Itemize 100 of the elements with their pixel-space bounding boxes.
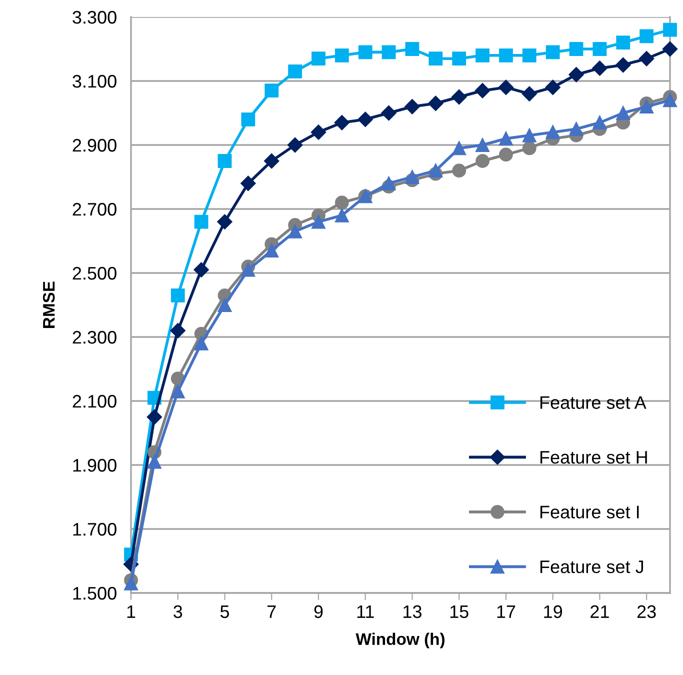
x-tick-label: 3 (174, 605, 182, 618)
point (522, 86, 537, 102)
y-axis-title: RMSE (42, 282, 55, 328)
point (663, 93, 677, 108)
point (569, 42, 584, 56)
y-tick-label: 3.100 (72, 74, 116, 88)
point (310, 124, 326, 140)
point (194, 336, 208, 350)
point (546, 125, 560, 140)
y-tick-label: 1.500 (73, 586, 116, 600)
point (334, 48, 349, 62)
point (522, 128, 536, 142)
point (569, 122, 584, 136)
point (288, 224, 302, 238)
point (592, 60, 608, 76)
point (568, 67, 584, 82)
point (241, 112, 256, 126)
point (522, 48, 536, 62)
point (170, 384, 185, 398)
point (452, 89, 467, 105)
point (288, 64, 302, 78)
point (170, 288, 185, 302)
x-tick-label: 5 (220, 605, 230, 618)
point (194, 214, 208, 229)
point (264, 153, 280, 169)
point (546, 45, 560, 60)
point (381, 105, 396, 121)
point (124, 576, 138, 590)
legend-label: Feature set A (540, 396, 646, 409)
point (147, 454, 162, 469)
legend-label: Feature set I (540, 506, 639, 518)
point (334, 196, 349, 210)
legend-label: Feature set H (540, 451, 647, 464)
point (522, 141, 536, 156)
x-tick-label: 19 (544, 605, 562, 618)
point (638, 51, 654, 66)
x-tick-label: 1 (127, 605, 136, 618)
point (499, 48, 513, 62)
x-tick-label: 17 (497, 605, 516, 618)
point (452, 164, 466, 178)
y-tick-label: 1.700 (73, 522, 116, 536)
x-tick-label: 13 (404, 605, 422, 618)
y-tick-label: 2.900 (72, 138, 116, 152)
y-tick-label: 1.900 (73, 458, 116, 472)
point (170, 323, 186, 338)
point (217, 214, 232, 230)
point (545, 80, 560, 95)
point (476, 154, 490, 168)
y-tick-label: 2.700 (72, 202, 116, 216)
x-tick-label: 7 (268, 605, 276, 618)
point (287, 137, 303, 153)
point (312, 52, 326, 66)
point (428, 96, 444, 111)
point (616, 106, 630, 120)
point (640, 100, 654, 114)
point (240, 176, 256, 191)
point (452, 52, 466, 66)
point (358, 45, 372, 60)
y-tick-label: 2.100 (72, 394, 116, 408)
point (616, 57, 631, 73)
x-axis-title: Window (h) (356, 632, 444, 648)
point (476, 138, 490, 152)
point (218, 298, 232, 312)
point (264, 244, 279, 258)
point (405, 42, 420, 56)
point (640, 29, 654, 44)
point (405, 170, 420, 184)
x-tick-label: 15 (450, 605, 468, 618)
y-tick-label: 2.300 (72, 330, 116, 344)
point (428, 52, 443, 66)
point (312, 214, 326, 229)
point (662, 41, 678, 57)
point (592, 42, 607, 56)
point (499, 148, 513, 162)
point (146, 409, 162, 425)
point (241, 262, 256, 277)
point (499, 132, 513, 146)
point (404, 99, 420, 114)
point (382, 45, 396, 60)
point (334, 208, 349, 222)
point (498, 80, 514, 95)
point (194, 262, 209, 278)
point (358, 112, 373, 127)
point (334, 115, 350, 130)
point (382, 176, 396, 190)
point (264, 84, 279, 98)
point (474, 83, 490, 98)
legend-label: Feature set J (540, 560, 644, 574)
y-tick-label: 3.300 (72, 10, 116, 24)
y-tick-label: 2.500 (72, 266, 116, 280)
point (592, 116, 607, 130)
x-tick-label: 9 (314, 605, 323, 618)
point (616, 36, 630, 50)
x-tick-label: 21 (590, 605, 609, 618)
point (452, 141, 466, 156)
point (218, 154, 232, 168)
point (428, 164, 443, 178)
x-tick-label: 23 (637, 605, 656, 618)
point (663, 22, 677, 37)
point (476, 48, 490, 62)
